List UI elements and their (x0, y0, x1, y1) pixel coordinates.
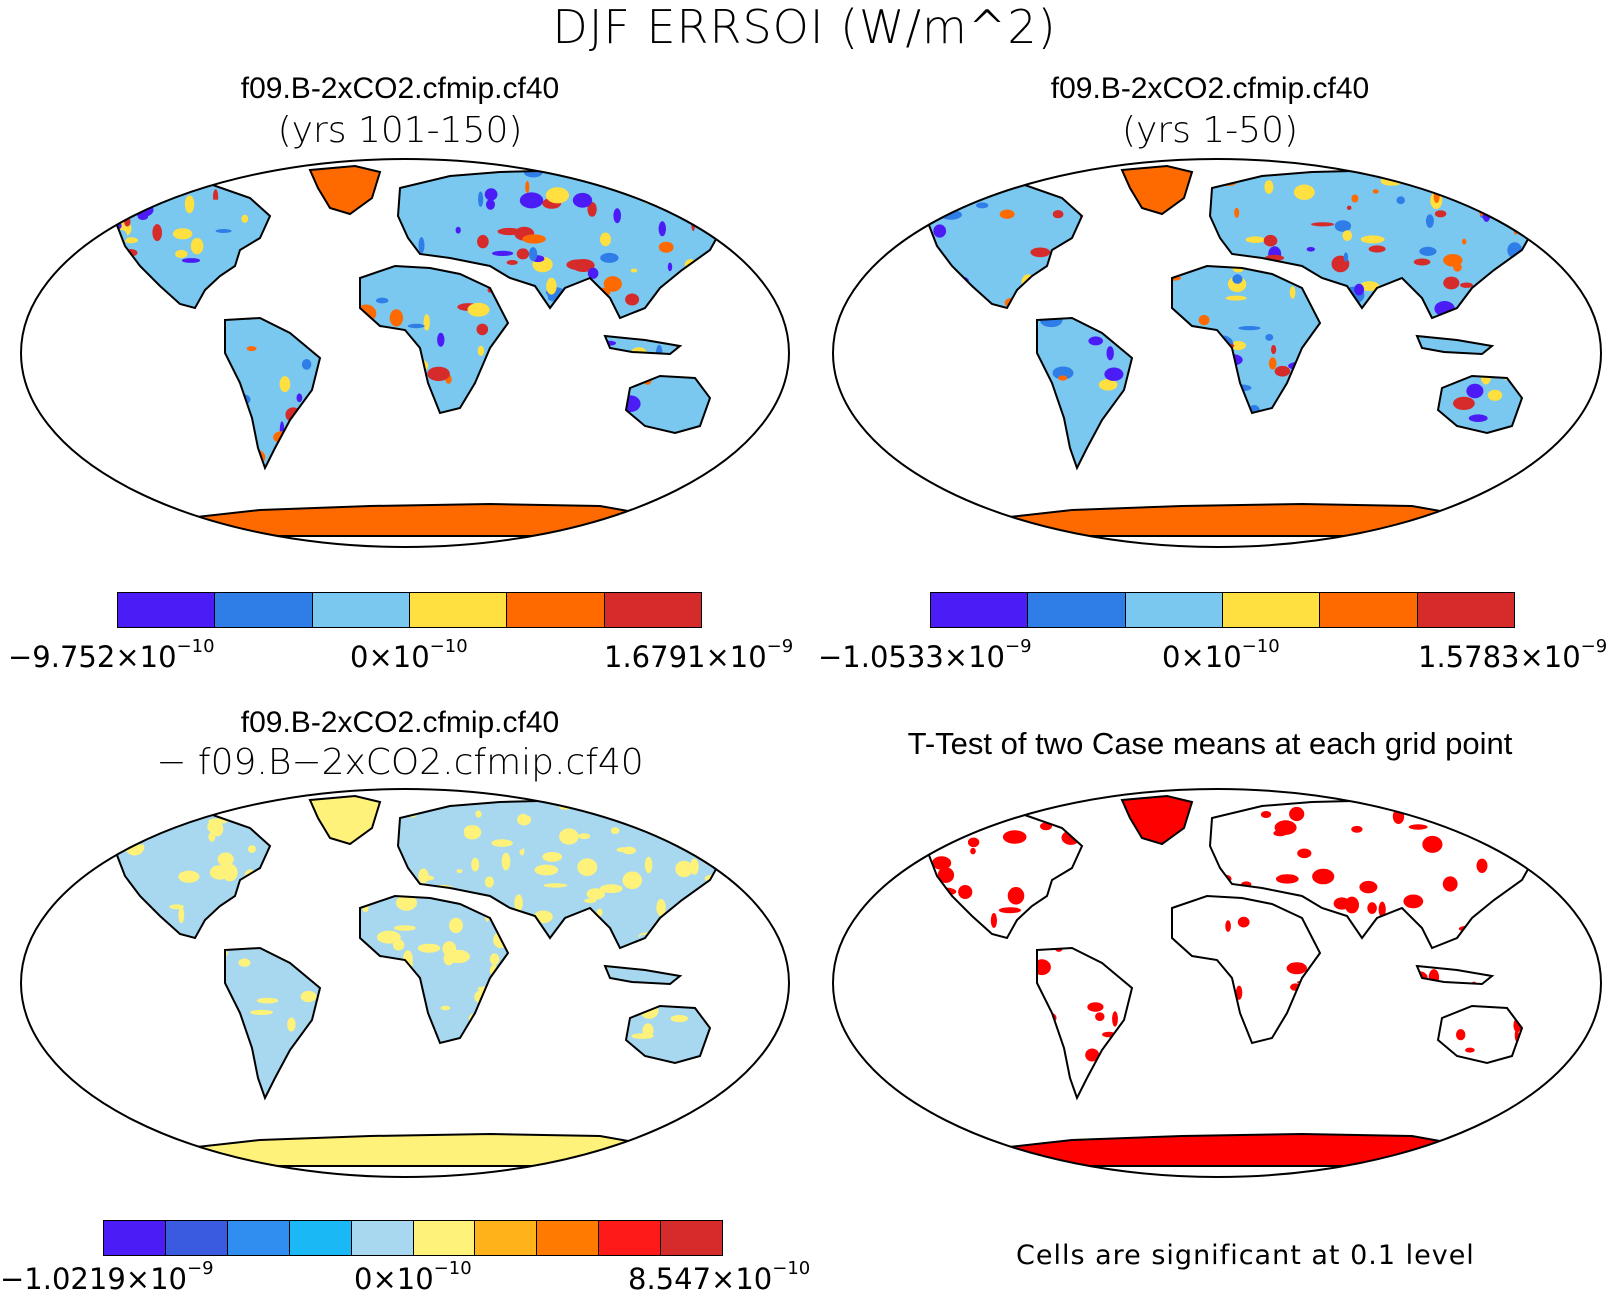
panel-subtitle: (yrs 1-50) (1121, 110, 1299, 151)
colorbar-min-label: −1.0533×10−9 (818, 636, 1032, 674)
significance-note: Cells are significant at 0.1 level (1016, 1240, 1475, 1271)
panel-case1: f09.B-2xCO2.cfmip.cf40 (yrs 101-150) (0, 0, 800, 660)
land-field (115, 796, 750, 1166)
map-case1 (20, 158, 790, 548)
map-difference (20, 788, 790, 1178)
panel-title: f09.B-2xCO2.cfmip.cf40 (240, 72, 560, 105)
colorbar-max-label: 8.547×10−10 (628, 1258, 811, 1296)
colorbar-mid-label: 0×10−10 (350, 636, 468, 674)
colorbar-max-label: 1.6791×10−9 (604, 636, 794, 674)
colorbar-mid-label: 0×10−10 (1162, 636, 1280, 674)
colorbar-swatch (409, 593, 508, 627)
panel-subtitle: (yrs 101-150) (277, 110, 523, 151)
colorbar-swatch (507, 593, 605, 627)
map-boundary (20, 788, 790, 1178)
panel-case2: f09.B-2xCO2.cfmip.cf40 (yrs 1-50) (810, 0, 1609, 660)
colorbar-swatch (118, 593, 216, 627)
map-boundary (832, 788, 1602, 1178)
colorbar-swatch (413, 1221, 476, 1255)
colorbar-swatch (312, 593, 410, 627)
panel-difference: f09.B-2xCO2.cfmip.cf40 − f09.B−2xCO2.cfm… (0, 680, 800, 783)
map-boundary (832, 158, 1602, 548)
colorbar-difference (103, 1220, 723, 1256)
colorbar-swatch (165, 1221, 228, 1255)
map-boundary (20, 158, 790, 548)
colorbar-swatch (351, 1221, 414, 1255)
land-field (115, 166, 750, 536)
colorbar-swatch (604, 593, 701, 627)
colorbar-swatch (475, 1221, 538, 1255)
colorbar-min-label: −9.752×10−10 (8, 636, 215, 674)
figure-title: DJF ERRSOI (W/m^2) (552, 0, 1057, 54)
colorbar-swatch (289, 1221, 352, 1255)
colorbar-swatch (1028, 593, 1126, 627)
panel-title: f09.B-2xCO2.cfmip.cf40 (240, 706, 560, 739)
colorbar-swatch (537, 1221, 600, 1255)
colorbar-swatch (104, 1221, 166, 1255)
colorbar-max-label: 1.5783×10−9 (1418, 636, 1608, 674)
map-case2 (832, 158, 1602, 548)
colorbar-swatch (227, 1221, 290, 1255)
map-ttest (832, 788, 1602, 1178)
colorbar-swatch (215, 593, 313, 627)
colorbar-mid-label: 0×10−10 (354, 1258, 472, 1296)
colorbar-min-label: −1.0219×10−9 (0, 1258, 214, 1296)
colorbar-swatch (599, 1221, 662, 1255)
colorbar-swatch (1222, 593, 1321, 627)
colorbar-swatch (1417, 593, 1514, 627)
colorbar-swatch (931, 593, 1029, 627)
land-field (927, 796, 1562, 1166)
panel-subtitle: − f09.B−2xCO2.cfmip.cf40 (156, 742, 644, 783)
colorbar-swatch (1125, 593, 1223, 627)
panel-title: f09.B-2xCO2.cfmip.cf40 (1050, 72, 1370, 105)
colorbar-swatch (1320, 593, 1418, 627)
colorbar-case2 (930, 592, 1515, 628)
colorbar-case1 (117, 592, 702, 628)
panel-ttest: T-Test of two Case means at each grid po… (810, 680, 1609, 780)
panel-title: T-Test of two Case means at each grid po… (907, 726, 1513, 761)
colorbar-swatch (661, 1221, 723, 1255)
